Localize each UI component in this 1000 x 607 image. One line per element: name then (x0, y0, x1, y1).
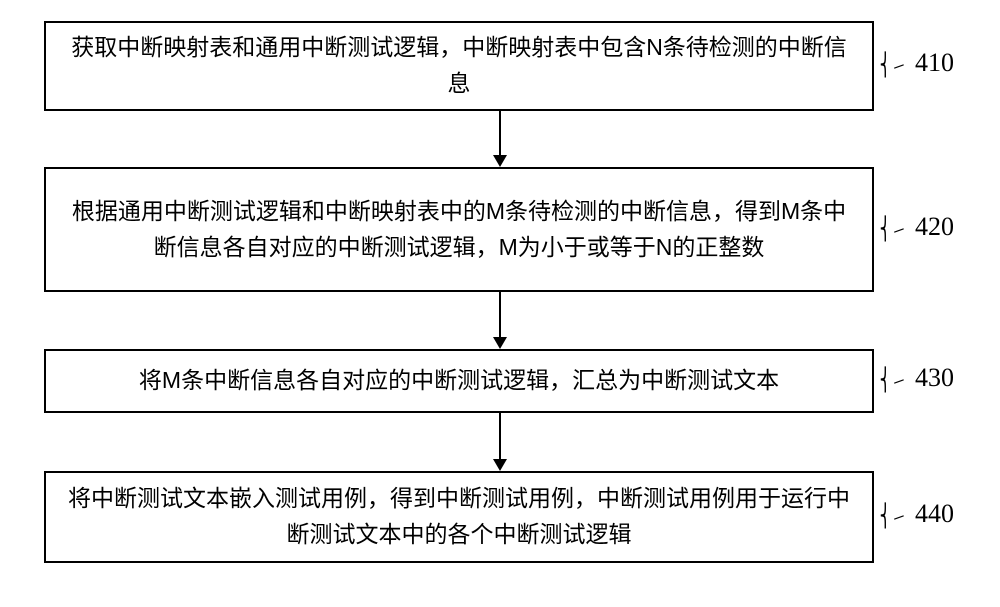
node-text: 根据通用中断测试逻辑和中断映射表中的M条待检测的中断信息，得到M条中断信息各自对… (66, 194, 852, 265)
bracket-2b: ⎯ (890, 215, 907, 243)
arrow-3 (490, 413, 510, 471)
flowchart-container: 获取中断映射表和通用中断测试逻辑，中断映射表中包含N条待检测的中断信息 ⎨ ⎯ … (0, 0, 1000, 607)
arrow-1 (490, 111, 510, 167)
node-text: 将M条中断信息各自对应的中断测试逻辑，汇总为中断测试文本 (139, 363, 779, 399)
flow-node-3: 将M条中断信息各自对应的中断测试逻辑，汇总为中断测试文本 (44, 349, 874, 413)
flow-node-4: 将中断测试文本嵌入测试用例，得到中断测试用例，中断测试用例用于运行中断测试文本中… (44, 471, 874, 563)
node-label-2: 420 (915, 212, 954, 242)
bracket-4b: ⎯ (890, 502, 907, 530)
arrow-2 (490, 292, 510, 349)
node-label-3: 430 (915, 363, 954, 393)
node-label-4: 440 (915, 499, 954, 529)
bracket-4: ⎨ (879, 503, 891, 529)
node-text: 获取中断映射表和通用中断测试逻辑，中断映射表中包含N条待检测的中断信息 (66, 30, 852, 101)
flow-node-2: 根据通用中断测试逻辑和中断映射表中的M条待检测的中断信息，得到M条中断信息各自对… (44, 167, 874, 292)
flow-node-1: 获取中断映射表和通用中断测试逻辑，中断映射表中包含N条待检测的中断信息 (44, 21, 874, 111)
bracket-1b: ⎯ (890, 51, 907, 79)
bracket-2: ⎨ (879, 216, 891, 242)
bracket-3: ⎨ (879, 367, 891, 393)
node-text: 将中断测试文本嵌入测试用例，得到中断测试用例，中断测试用例用于运行中断测试文本中… (66, 481, 852, 552)
bracket-3b: ⎯ (890, 366, 907, 394)
node-label-1: 410 (915, 48, 954, 78)
bracket-1: ⎨ (879, 52, 891, 78)
